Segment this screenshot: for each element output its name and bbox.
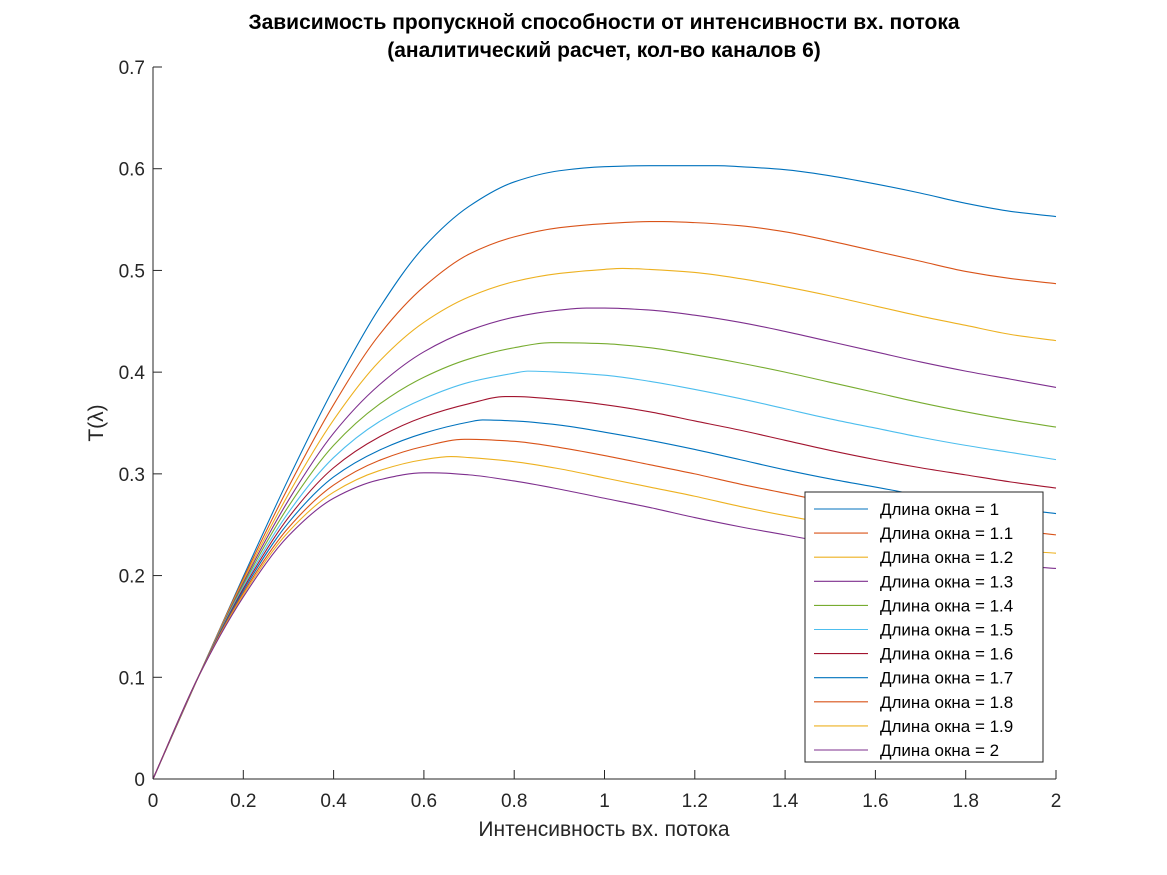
y-tick-label: 0 (134, 770, 145, 791)
series-line-7 (152, 395, 1057, 780)
legend-entry: Длина окна = 1.7 (880, 669, 1013, 688)
series-line-4 (152, 307, 1057, 780)
legend-entry: Длина окна = 1.9 (880, 717, 1013, 736)
x-tick-label: 1.4 (772, 791, 799, 812)
series-line-1 (152, 165, 1057, 780)
legend-entry: Длина окна = 1.1 (880, 524, 1013, 543)
y-tick-label: 0.7 (119, 58, 145, 79)
legend-entry: Длина окна = 1.3 (880, 572, 1013, 591)
x-tick-label: 1.6 (862, 791, 888, 812)
y-ticks: 0 0.1 0.2 0.3 0.4 0.5 0.6 0.7 (119, 58, 162, 791)
x-axis-label: Интенсивность вх. потока (478, 818, 730, 841)
chart-subtitle: (аналитический расчет, кол-во каналов 6) (387, 39, 821, 62)
legend-entry: Длина окна = 1.4 (880, 596, 1013, 615)
legend-entry: Длина окна = 1.5 (880, 621, 1013, 640)
x-tick-label: 2 (1051, 791, 1062, 812)
x-tick-label: 0.2 (230, 791, 256, 812)
legend-entry: Длина окна = 2 (880, 741, 999, 760)
series-line-6 (152, 370, 1057, 780)
legend-entry: Длина окна = 1.6 (880, 645, 1013, 664)
legend-entry: Длина окна = 1.8 (880, 693, 1013, 712)
y-tick-label: 0.1 (119, 668, 145, 689)
legend-entry: Длина окна = 1.2 (880, 548, 1013, 567)
x-tick-label: 0.4 (320, 791, 347, 812)
y-tick-label: 0.4 (119, 363, 146, 384)
x-tick-label: 1 (599, 791, 610, 812)
x-tick-label: 0 (148, 791, 159, 812)
y-tick-label: 0.6 (119, 160, 145, 181)
x-tick-label: 0.6 (411, 791, 437, 812)
legend-entry: Длина окна = 1 (880, 500, 999, 519)
legend-box (804, 491, 1044, 763)
x-tick-label: 1.8 (952, 791, 978, 812)
y-tick-label: 0.5 (119, 261, 145, 282)
series-line-2 (152, 221, 1057, 780)
legend: Длина окна = 1 Длина окна = 1.1 Длина окна… (804, 491, 1044, 763)
x-tick-label: 1.2 (682, 791, 708, 812)
series-line-3 (152, 267, 1057, 780)
y-tick-label: 0.2 (119, 567, 145, 588)
y-axis-label: T(λ) (85, 404, 108, 441)
series-line-5 (152, 342, 1057, 780)
y-tick-label: 0.3 (119, 465, 145, 486)
chart-title: Зависимость пропускной способности от ин… (248, 11, 959, 34)
series-line-8 (152, 419, 1057, 780)
x-ticks: 0 0.2 0.4 0.6 0.8 1 1.2 1.4 1.6 1.8 2 (148, 770, 1062, 812)
x-tick-label: 0.8 (501, 791, 527, 812)
